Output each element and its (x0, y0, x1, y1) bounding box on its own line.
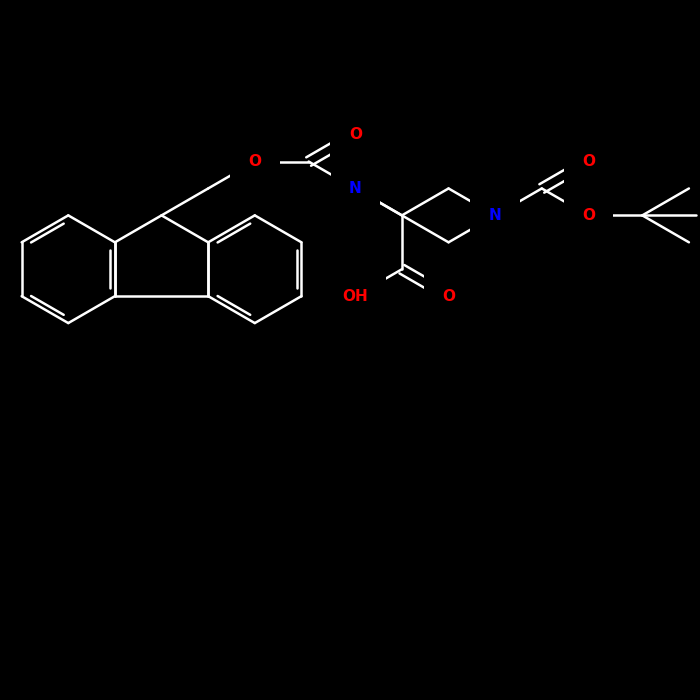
Text: N: N (349, 181, 362, 196)
Text: N: N (489, 208, 502, 223)
Text: OH: OH (342, 288, 368, 304)
Text: O: O (582, 208, 595, 223)
Text: O: O (248, 154, 261, 169)
Text: O: O (582, 154, 595, 169)
Text: O: O (349, 127, 362, 142)
Text: O: O (442, 288, 455, 304)
